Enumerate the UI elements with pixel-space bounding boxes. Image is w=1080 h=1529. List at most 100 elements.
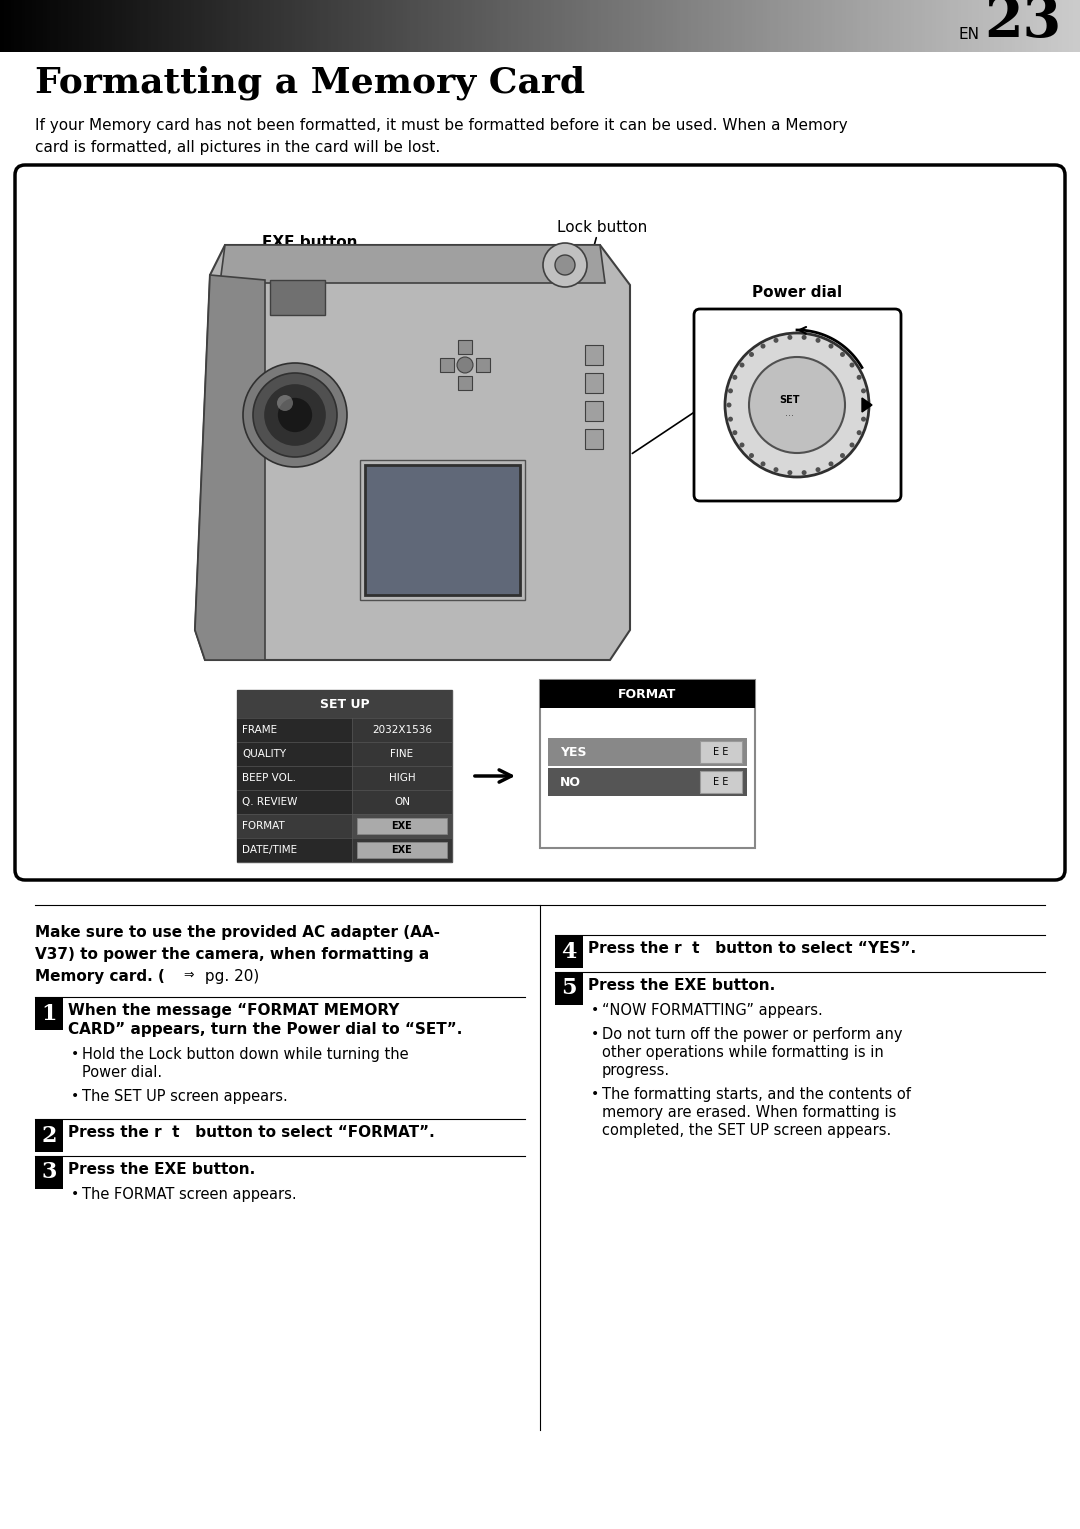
Bar [882, 0, 887, 52]
Bar [54, 0, 58, 52]
Bar [162, 0, 166, 52]
Bar [367, 0, 372, 52]
Bar [137, 0, 141, 52]
Circle shape [243, 362, 347, 466]
Text: HIGH: HIGH [389, 774, 416, 783]
Bar [1034, 0, 1038, 52]
Text: EXE button: EXE button [262, 235, 357, 251]
Bar [1077, 0, 1080, 52]
Bar [208, 0, 214, 52]
Bar [756, 0, 760, 52]
Bar [878, 0, 883, 52]
Circle shape [801, 469, 807, 476]
Bar [799, 0, 804, 52]
Bar [788, 0, 793, 52]
Circle shape [760, 344, 766, 349]
Bar [705, 0, 711, 52]
Bar [818, 0, 822, 52]
Bar [990, 0, 995, 52]
Bar [108, 0, 112, 52]
Bar [846, 0, 851, 52]
Circle shape [787, 469, 793, 476]
Bar [700, 742, 742, 763]
Bar [241, 0, 246, 52]
Bar [864, 0, 868, 52]
Bar [886, 0, 890, 52]
Bar [511, 0, 516, 52]
Text: EXE: EXE [392, 846, 413, 855]
Bar [1069, 0, 1074, 52]
Bar [713, 0, 717, 52]
Bar [699, 0, 703, 52]
Text: r  t   button: r t button [411, 271, 499, 284]
Bar [1058, 0, 1063, 52]
Bar [586, 0, 592, 52]
Bar [500, 0, 505, 52]
Circle shape [787, 335, 793, 339]
Text: V37) to power the camera, when formatting a: V37) to power the camera, when formattin… [35, 946, 429, 962]
Bar [558, 0, 563, 52]
Bar [46, 0, 52, 52]
Bar [626, 0, 631, 52]
Circle shape [543, 243, 588, 287]
Bar [853, 0, 858, 52]
Bar [450, 0, 455, 52]
Text: Press the EXE button.: Press the EXE button. [68, 1162, 255, 1177]
Text: Press the r  t   button to select “YES”.: Press the r t button to select “YES”. [588, 940, 916, 956]
Text: DATE/TIME: DATE/TIME [242, 846, 297, 855]
Bar [295, 0, 300, 52]
Polygon shape [458, 376, 472, 390]
Bar [273, 0, 279, 52]
Bar [237, 742, 352, 766]
Bar [94, 0, 98, 52]
Circle shape [750, 453, 754, 459]
Bar [537, 0, 541, 52]
Circle shape [457, 356, 473, 373]
Bar [710, 0, 714, 52]
Bar [111, 0, 117, 52]
Bar [889, 0, 894, 52]
Bar [386, 0, 390, 52]
Text: FINE: FINE [391, 749, 414, 758]
Bar [958, 0, 962, 52]
Bar [43, 0, 48, 52]
Circle shape [861, 388, 866, 393]
Bar [248, 0, 253, 52]
Bar [352, 719, 453, 742]
Bar [83, 0, 87, 52]
Bar [630, 0, 635, 52]
Circle shape [801, 335, 807, 339]
Text: •: • [591, 1003, 599, 1017]
Text: When the message “FORMAT MEMORY: When the message “FORMAT MEMORY [68, 1003, 400, 1018]
Text: pg. 20): pg. 20) [200, 969, 259, 985]
Text: E E: E E [713, 748, 729, 757]
Bar [410, 0, 415, 52]
Text: ON: ON [394, 797, 410, 807]
Bar [335, 0, 339, 52]
Text: •: • [71, 1089, 79, 1102]
Bar [734, 0, 739, 52]
Bar [893, 0, 897, 52]
Bar [832, 0, 836, 52]
Bar [40, 0, 44, 52]
Circle shape [856, 375, 862, 379]
Bar [602, 0, 606, 52]
Bar [353, 0, 357, 52]
Bar [932, 0, 937, 52]
Bar [651, 0, 657, 52]
Text: EXE: EXE [392, 821, 413, 830]
Bar [418, 0, 422, 52]
Bar [742, 0, 746, 52]
Bar [656, 0, 660, 52]
Bar [454, 0, 458, 52]
Bar [421, 0, 426, 52]
Bar [961, 0, 966, 52]
Bar [828, 0, 833, 52]
Bar [839, 0, 843, 52]
Bar [378, 0, 382, 52]
Text: 1: 1 [41, 1003, 57, 1024]
Bar [767, 0, 771, 52]
Bar [802, 0, 808, 52]
Bar [468, 0, 473, 52]
Polygon shape [476, 358, 490, 372]
